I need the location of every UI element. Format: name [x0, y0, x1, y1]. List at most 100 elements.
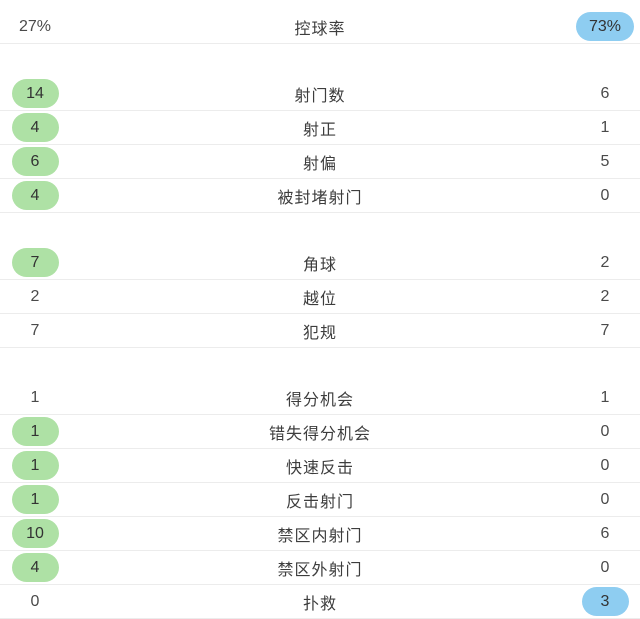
away-value-cell: 1	[570, 389, 640, 407]
stat-label: 控球率	[294, 20, 346, 38]
stat-label: 角球	[302, 256, 337, 274]
stat-label-cell: 错失得分机会	[70, 420, 570, 444]
stat-row: 1 错失得分机会 0	[0, 415, 640, 449]
home-value-cell: 4	[0, 181, 70, 210]
home-value: 0	[30, 592, 40, 610]
away-value-cell: 0	[570, 559, 640, 577]
stat-row: 7 犯规 7	[0, 314, 640, 348]
away-value: 5	[600, 152, 610, 170]
stat-row: 1 快速反击 0	[0, 449, 640, 483]
stat-label: 扑救	[302, 595, 337, 613]
home-value-cell: 14	[0, 79, 70, 108]
away-value-cell: 2	[570, 288, 640, 306]
stat-label: 得分机会	[285, 391, 354, 409]
stat-label-cell: 得分机会	[70, 386, 570, 410]
stat-label: 快速反击	[285, 459, 354, 477]
stat-label-cell: 控球率	[70, 15, 570, 39]
stat-label-cell: 射正	[70, 116, 570, 140]
stat-label: 禁区外射门	[277, 561, 363, 579]
stat-label-cell: 犯规	[70, 319, 570, 343]
stat-label-cell: 射偏	[70, 150, 570, 174]
home-value: 1	[11, 417, 59, 446]
away-value-cell: 0	[570, 491, 640, 509]
stat-row: 6 射偏 5	[0, 145, 640, 179]
stat-label: 反击射门	[285, 493, 354, 511]
stat-row: 14 射门数 6	[0, 77, 640, 111]
home-value-cell: 10	[0, 519, 70, 548]
away-value: 0	[600, 456, 610, 474]
stat-label: 射正	[302, 121, 337, 139]
stat-label: 射偏	[302, 155, 337, 173]
away-value: 0	[600, 186, 610, 204]
stat-label-cell: 禁区外射门	[70, 556, 570, 580]
stat-label-cell: 越位	[70, 285, 570, 309]
away-value-cell: 73%	[570, 12, 640, 41]
stat-row: 4 禁区外射门 0	[0, 551, 640, 585]
away-value: 7	[600, 321, 610, 339]
home-value-cell: 1	[0, 389, 70, 407]
stat-row: 7 角球 2	[0, 246, 640, 280]
stat-row: 1 反击射门 0	[0, 483, 640, 517]
stat-label: 犯规	[302, 324, 337, 342]
away-value: 1	[600, 118, 610, 136]
stat-row: 10 禁区内射门 6	[0, 517, 640, 551]
home-value: 7	[30, 321, 40, 339]
home-value: 10	[11, 519, 59, 548]
home-value: 7	[11, 248, 59, 277]
away-value-cell: 3	[570, 587, 640, 616]
away-value-cell: 5	[570, 153, 640, 171]
home-value: 1	[11, 485, 59, 514]
stat-label: 禁区内射门	[277, 527, 363, 545]
home-value-cell: 1	[0, 451, 70, 480]
home-value: 6	[11, 147, 59, 176]
stat-row: 27% 控球率 73%	[0, 10, 640, 44]
stats-list: 27% 控球率 73% 14 射门数 6 4 射正 1 6 射	[0, 10, 640, 619]
stat-label: 射门数	[294, 87, 346, 105]
away-value: 2	[600, 287, 610, 305]
home-value-cell: 6	[0, 147, 70, 176]
stat-label-cell: 扑救	[70, 590, 570, 614]
stat-label-cell: 禁区内射门	[70, 522, 570, 546]
stat-row: 0 扑救 3	[0, 585, 640, 619]
stat-row: 4 被封堵射门 0	[0, 179, 640, 213]
stat-row: 1 得分机会 1	[0, 381, 640, 415]
home-value-cell: 2	[0, 288, 70, 306]
home-value-cell: 7	[0, 248, 70, 277]
home-value: 4	[11, 553, 59, 582]
stats-section: 1 得分机会 1 1 错失得分机会 0 1 快速反击 0 1	[0, 381, 640, 619]
home-value-cell: 0	[0, 593, 70, 611]
home-value: 1	[30, 388, 40, 406]
away-value-cell: 1	[570, 119, 640, 137]
stat-label: 错失得分机会	[268, 425, 371, 443]
home-value-cell: 4	[0, 113, 70, 142]
away-value: 6	[600, 524, 610, 542]
away-value: 0	[600, 422, 610, 440]
home-value: 4	[11, 113, 59, 142]
stat-label: 越位	[302, 290, 337, 308]
away-value: 1	[600, 388, 610, 406]
away-value: 0	[600, 490, 610, 508]
home-value: 4	[11, 181, 59, 210]
home-value: 27%	[18, 17, 52, 35]
home-value-cell: 1	[0, 485, 70, 514]
stats-section: 14 射门数 6 4 射正 1 6 射偏 5 4 被封堵射门	[0, 77, 640, 213]
away-value: 2	[600, 253, 610, 271]
stat-label-cell: 被封堵射门	[70, 184, 570, 208]
stat-label-cell: 角球	[70, 251, 570, 275]
away-value: 73%	[575, 12, 635, 41]
home-value-cell: 4	[0, 553, 70, 582]
away-value-cell: 0	[570, 457, 640, 475]
home-value-cell: 27%	[0, 18, 70, 36]
away-value-cell: 6	[570, 525, 640, 543]
home-value-cell: 7	[0, 322, 70, 340]
stat-label: 被封堵射门	[277, 189, 363, 207]
away-value: 3	[581, 587, 629, 616]
home-value: 14	[11, 79, 59, 108]
home-value-cell: 1	[0, 417, 70, 446]
stats-section: 27% 控球率 73%	[0, 10, 640, 44]
away-value-cell: 6	[570, 85, 640, 103]
stat-label-cell: 快速反击	[70, 454, 570, 478]
away-value-cell: 2	[570, 254, 640, 272]
home-value: 1	[11, 451, 59, 480]
